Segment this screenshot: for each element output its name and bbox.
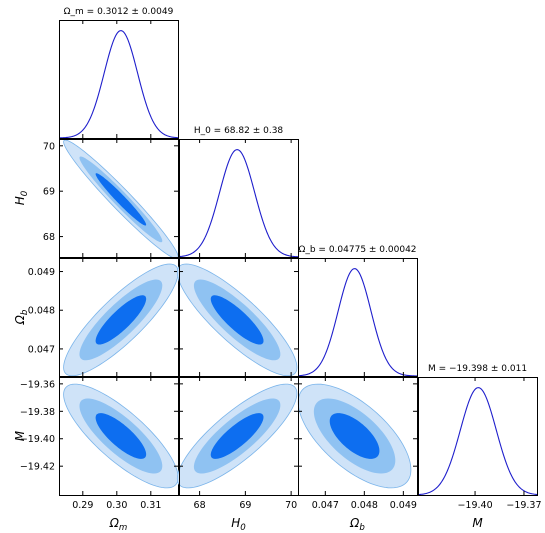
axes-frame bbox=[298, 258, 418, 377]
x-tick-label: 0.047 bbox=[312, 500, 339, 511]
panel-title: M = −19.398 ± 0.011 bbox=[428, 364, 527, 374]
y-axis-label: M bbox=[13, 430, 27, 441]
y-axis-label: H0 bbox=[13, 190, 30, 205]
contour-1sigma bbox=[210, 295, 264, 345]
y-tick-label: −19.38 bbox=[20, 407, 55, 418]
axes-frame bbox=[298, 377, 418, 496]
contour-1sigma bbox=[329, 413, 380, 459]
x-tick-label: 0.29 bbox=[72, 500, 93, 511]
x-tick-label: 68 bbox=[194, 500, 206, 511]
marginal-curve bbox=[297, 268, 418, 377]
contour-1sigma bbox=[95, 295, 147, 345]
y-tick-label: 70 bbox=[43, 141, 55, 152]
panel-title: Ω_m = 0.3012 ± 0.0049 bbox=[64, 7, 174, 17]
x-tick-label: −19.40 bbox=[457, 500, 492, 511]
panel-b-b: Ω_b = 0.04775 ± 0.00042 bbox=[297, 245, 418, 377]
y-tick-label: 69 bbox=[43, 187, 55, 198]
axes-frame bbox=[179, 139, 299, 258]
panel-m-m: Ω_m = 0.3012 ± 0.0049 bbox=[58, 7, 179, 139]
x-axis-label: H0 bbox=[231, 516, 246, 533]
y-tick-label: 0.047 bbox=[28, 344, 55, 355]
axes-frame bbox=[418, 377, 538, 496]
x-tick-label: 0.31 bbox=[140, 500, 161, 511]
x-tick-label: −19.37 bbox=[506, 500, 541, 511]
axes-frame bbox=[59, 377, 179, 496]
axes-frame bbox=[59, 20, 179, 139]
y-tick-label: 68 bbox=[43, 232, 55, 243]
y-tick-label: 0.048 bbox=[28, 306, 55, 317]
marginal-curve bbox=[178, 149, 299, 258]
marginal-curve bbox=[417, 387, 538, 496]
y-tick-label: −19.36 bbox=[20, 379, 55, 390]
x-tick-label: 0.048 bbox=[351, 500, 378, 511]
y-tick-label: 0.049 bbox=[28, 267, 55, 278]
x-axis-label: M bbox=[472, 516, 483, 530]
panel-m-b: 0.047 0.048 0.049 Ωb bbox=[297, 377, 418, 533]
panel-m-m: M = −19.398 ± 0.011 −19.40 −19.37 M bbox=[417, 364, 542, 530]
x-tick-label: 0.30 bbox=[106, 500, 127, 511]
contour-1sigma bbox=[95, 413, 147, 459]
axes-frame bbox=[59, 258, 179, 377]
contour-1sigma bbox=[95, 173, 147, 226]
panel-b-m: 0.047 0.048 0.049 Ωb bbox=[13, 258, 179, 377]
panel-title: Ω_b = 0.04775 ± 0.00042 bbox=[298, 245, 416, 255]
x-tick-label: 70 bbox=[285, 500, 297, 511]
panel-m-m: −19.42 −19.40 −19.38 −19.36 M 0.29 0.30 0.31 Ωm bbox=[13, 377, 179, 533]
x-axis-label: Ωm bbox=[109, 516, 128, 533]
panel-h0-h0: H_0 = 68.82 ± 0.38 bbox=[178, 126, 299, 258]
contour-1sigma bbox=[210, 413, 264, 459]
axes-frame bbox=[59, 139, 179, 258]
y-tick-label: −19.42 bbox=[20, 462, 55, 473]
y-tick-label: −19.40 bbox=[20, 434, 55, 445]
y-axis-label: Ωb bbox=[13, 309, 30, 325]
panel-b-h0 bbox=[176, 258, 299, 377]
x-tick-label: 0.049 bbox=[390, 500, 417, 511]
panel-m-h0: 68 69 70 H0 bbox=[176, 377, 299, 533]
x-tick-label: 69 bbox=[239, 500, 251, 511]
panel-h0-m: 68 69 70 H0 bbox=[13, 139, 179, 260]
panel-title: H_0 = 68.82 ± 0.38 bbox=[194, 126, 284, 136]
marginal-curve bbox=[58, 30, 179, 139]
x-axis-label: Ωb bbox=[349, 516, 365, 533]
